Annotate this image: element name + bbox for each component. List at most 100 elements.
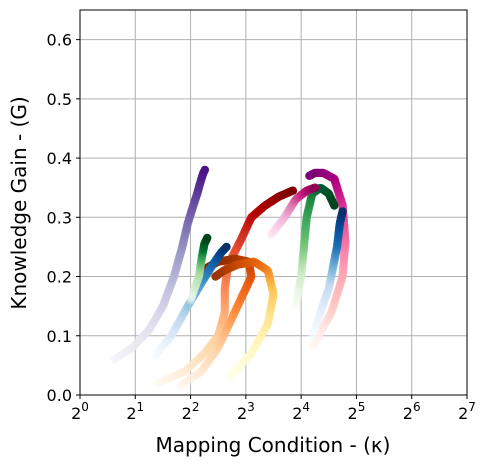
data-point <box>228 369 237 378</box>
data-point <box>178 380 187 389</box>
data-point <box>180 378 189 387</box>
data-point <box>166 373 175 382</box>
data-point <box>316 327 325 337</box>
data-point <box>182 377 191 386</box>
x-tick-label: 21 <box>126 400 144 423</box>
data-point <box>120 348 130 357</box>
data-point <box>267 229 276 238</box>
data-point <box>122 347 131 356</box>
data-point <box>310 325 319 334</box>
data-point <box>160 375 169 385</box>
data-point <box>319 322 328 331</box>
data-point <box>159 376 168 385</box>
y-tick-label: 0.1 <box>47 327 72 346</box>
data-point <box>293 290 302 300</box>
data-point <box>311 322 320 331</box>
data-point <box>211 272 220 281</box>
data-point <box>308 343 317 352</box>
data-point <box>172 370 181 380</box>
data-point <box>188 373 197 382</box>
data-point <box>314 330 324 340</box>
data-point <box>158 342 167 351</box>
data-point <box>311 336 321 345</box>
data-point <box>187 373 196 383</box>
data-point <box>179 379 188 388</box>
y-axis-label: Knowledge Gain - (G) <box>7 96 31 309</box>
x-axis-ticks: 20 21 22 23 24 25 26 27 <box>71 395 476 423</box>
data-point <box>311 321 321 330</box>
data-point <box>162 375 171 384</box>
data-point <box>291 302 300 311</box>
data-point <box>114 352 123 361</box>
data-point <box>128 342 138 352</box>
data-point <box>318 323 328 333</box>
grid-lines <box>80 10 467 395</box>
data-point <box>309 328 318 337</box>
data-point <box>310 324 320 333</box>
x-tick-label: 20 <box>71 400 89 423</box>
y-tick-label: 0.4 <box>47 149 72 168</box>
y-axis-ticks: 0.0 0.1 0.2 0.3 0.4 0.5 0.6 <box>47 31 80 405</box>
y-tick-label: 0.5 <box>47 90 72 109</box>
data-point <box>268 228 277 237</box>
y-tick-label: 0.2 <box>47 268 72 287</box>
data-point <box>154 378 164 387</box>
data-point <box>163 374 172 383</box>
data-point <box>239 357 248 367</box>
data-point <box>191 371 200 380</box>
data-point <box>110 355 119 364</box>
data-point <box>156 344 165 354</box>
data-point <box>232 364 242 374</box>
data-point <box>167 372 177 381</box>
data-point <box>186 296 195 305</box>
data-point <box>226 371 235 381</box>
y-tick-label: 0.0 <box>47 386 72 405</box>
data-point <box>181 366 190 376</box>
x-tick-label: 25 <box>348 400 366 423</box>
data-point <box>294 286 303 295</box>
data-point <box>330 201 339 210</box>
data-point <box>293 292 302 301</box>
data-point <box>311 337 320 347</box>
data-point <box>292 298 301 308</box>
x-axis-label: Mapping Condition - (κ) <box>156 433 391 457</box>
data-point <box>165 373 174 383</box>
data-point <box>317 326 326 335</box>
data-point <box>150 352 159 361</box>
data-point <box>185 374 195 384</box>
data-point <box>292 294 302 303</box>
data-point <box>187 293 196 302</box>
data-point <box>312 335 321 344</box>
data-point <box>127 343 136 353</box>
data-point <box>126 344 135 354</box>
data-point <box>314 332 323 341</box>
data-point <box>313 333 322 342</box>
data-point <box>308 331 317 340</box>
data-point <box>186 294 196 303</box>
data-point <box>231 366 240 375</box>
plot-frame <box>79 9 468 396</box>
data-point <box>189 372 199 381</box>
data-point <box>238 359 247 368</box>
data-point <box>175 369 184 378</box>
data-points <box>110 165 350 391</box>
data-point <box>176 381 185 390</box>
data-point <box>118 350 127 359</box>
data-point <box>152 349 161 359</box>
data-point <box>294 287 303 297</box>
data-point <box>203 233 212 243</box>
data-point <box>115 351 124 361</box>
data-point <box>234 362 244 371</box>
x-tick-label: 27 <box>458 400 476 423</box>
data-point <box>123 346 132 355</box>
data-point <box>291 300 301 309</box>
data-point <box>310 183 320 192</box>
data-point <box>230 367 239 376</box>
data-point <box>173 370 183 379</box>
data-point <box>153 379 162 388</box>
data-point <box>116 350 126 360</box>
data-point <box>179 367 189 376</box>
data-point <box>192 370 201 379</box>
data-point <box>111 354 120 363</box>
